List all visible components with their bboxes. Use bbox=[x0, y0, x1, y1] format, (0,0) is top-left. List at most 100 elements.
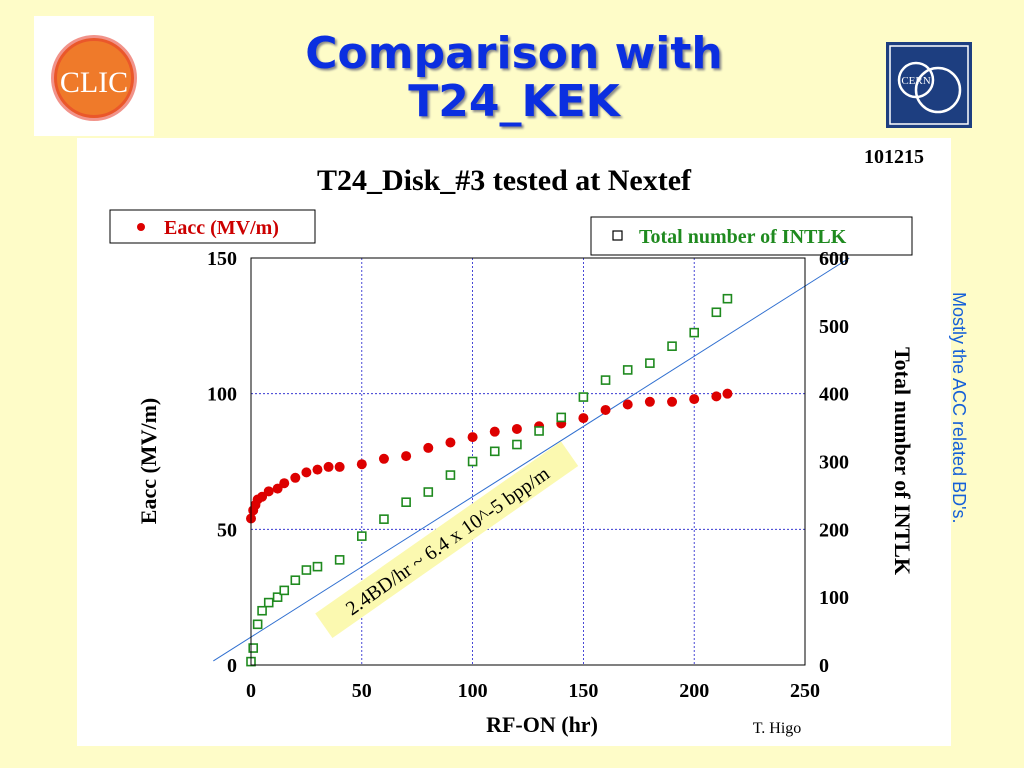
intlk-point bbox=[645, 358, 655, 368]
intlk-point bbox=[272, 592, 283, 602]
x-tick-label: 0 bbox=[246, 680, 256, 702]
clic-logo-text: CLIC bbox=[60, 66, 128, 99]
eacc-point bbox=[290, 472, 301, 483]
title-line-1: Comparison with bbox=[305, 28, 723, 79]
intlk-point bbox=[467, 456, 478, 467]
intlk-point bbox=[301, 565, 312, 575]
intlk-point bbox=[257, 605, 267, 616]
eacc-point bbox=[423, 442, 434, 453]
y-tick-label-left: 50 bbox=[217, 519, 237, 541]
legend-intlk: Total number of INTLK bbox=[590, 216, 913, 256]
legend-eacc-marker bbox=[137, 223, 145, 231]
eacc-point bbox=[722, 388, 733, 399]
intlk-point bbox=[711, 307, 722, 318]
intlk-point bbox=[578, 392, 589, 402]
eacc-point bbox=[334, 461, 345, 472]
eacc-point bbox=[711, 391, 722, 402]
y-axis-label-left: Eacc (MV/m) bbox=[136, 398, 161, 524]
y-tick-label-right: 200 bbox=[819, 519, 849, 541]
y-tick-label-right: 100 bbox=[819, 587, 849, 609]
eacc-point bbox=[445, 437, 456, 448]
eacc-point bbox=[257, 491, 268, 502]
intlk-point bbox=[689, 327, 700, 338]
fit-annotation-text: 2.4BD/hr ~ 6.4 x 10^-5 bpp/m bbox=[342, 462, 554, 620]
y-tick-label-left: 100 bbox=[207, 384, 237, 406]
tick-labels: 0 50 100 150 200 250 0 50 100 150 0 100 200 300 400 500… bbox=[207, 248, 849, 702]
eacc-point bbox=[401, 451, 412, 462]
y-tick-label-left: 0 bbox=[227, 655, 237, 677]
eacc-point bbox=[272, 483, 283, 494]
eacc-point bbox=[279, 478, 290, 489]
legend-intlk-marker bbox=[612, 230, 623, 241]
eacc-point bbox=[667, 396, 678, 407]
x-tick-label: 100 bbox=[458, 680, 488, 702]
chart: 101215 T24_Disk_#3 tested at Nextef Eacc… bbox=[109, 146, 924, 737]
eacc-point bbox=[312, 464, 323, 475]
fit-line-path bbox=[213, 257, 850, 662]
plot-frame bbox=[250, 257, 806, 666]
y-axis-label-right: Total number of INTLK bbox=[890, 347, 915, 575]
y-tick-label-right: 0 bbox=[819, 655, 829, 677]
x-tick-label: 250 bbox=[790, 680, 820, 702]
eacc-point bbox=[263, 486, 274, 497]
intlk-point bbox=[334, 555, 345, 565]
intlk-point bbox=[248, 643, 259, 653]
eacc-series bbox=[246, 388, 733, 524]
intlk-point bbox=[667, 341, 677, 351]
y-tick-label-right: 400 bbox=[819, 384, 849, 406]
intlk-point bbox=[423, 487, 434, 497]
intlk-point bbox=[722, 293, 733, 304]
clic-logo-circle bbox=[54, 38, 134, 118]
intlk-point bbox=[534, 426, 544, 436]
x-axis-label: RF-ON (hr) bbox=[486, 712, 598, 737]
x-tick-label: 200 bbox=[679, 680, 709, 702]
x-tick-label: 150 bbox=[568, 680, 598, 702]
eacc-point bbox=[378, 453, 389, 464]
legend-intlk-label: Total number of INTLK bbox=[639, 226, 847, 248]
eacc-point bbox=[644, 396, 655, 407]
eacc-point bbox=[467, 432, 478, 443]
intlk-point bbox=[356, 531, 367, 541]
intlk-point bbox=[290, 575, 301, 586]
fit-line bbox=[213, 257, 850, 662]
chart-panel: 101215 T24_Disk_#3 tested at Nextef Eacc… bbox=[77, 138, 951, 746]
intlk-point bbox=[622, 365, 633, 375]
eacc-point bbox=[689, 394, 700, 405]
side-note: Mostly the ACC related BD's. bbox=[949, 292, 969, 524]
x-tick-label: 50 bbox=[352, 680, 372, 702]
eacc-point bbox=[356, 459, 367, 470]
intlk-point bbox=[445, 470, 456, 480]
intlk-point bbox=[252, 619, 263, 630]
intlk-point bbox=[512, 439, 522, 450]
intlk-point bbox=[489, 446, 500, 457]
legend-eacc-label: Eacc (MV/m) bbox=[164, 217, 279, 239]
cern-logo: CERN bbox=[886, 42, 972, 128]
eacc-point bbox=[578, 413, 589, 424]
eacc-point bbox=[511, 423, 522, 434]
credit-label: T. Higo bbox=[753, 720, 802, 737]
y-tick-label-right: 600 bbox=[819, 248, 849, 270]
chart-id-label: 101215 bbox=[864, 146, 924, 168]
intlk-point bbox=[312, 561, 323, 572]
intlk-point bbox=[401, 497, 411, 508]
intlk-point bbox=[600, 375, 611, 385]
title-line-2: T24_KEK bbox=[408, 76, 620, 127]
intlk-point bbox=[556, 412, 567, 423]
intlk-point bbox=[379, 514, 389, 524]
cern-logo-text: CERN bbox=[901, 75, 930, 87]
clic-logo: CLIC bbox=[34, 16, 154, 136]
legend-eacc: Eacc (MV/m) bbox=[109, 209, 316, 244]
y-tick-label-right: 500 bbox=[819, 316, 849, 338]
intlk-point bbox=[263, 597, 274, 608]
y-tick-label-left: 150 bbox=[207, 248, 237, 270]
intlk-series bbox=[246, 293, 733, 667]
eacc-point bbox=[323, 461, 334, 472]
page-title: Comparison with T24_KEK bbox=[214, 30, 814, 126]
chart-title: T24_Disk_#3 tested at Nextef bbox=[317, 164, 692, 197]
eacc-point bbox=[301, 467, 312, 478]
y-tick-label-right: 300 bbox=[819, 452, 849, 474]
eacc-point bbox=[600, 404, 611, 415]
intlk-point bbox=[279, 585, 290, 596]
eacc-point bbox=[622, 399, 633, 410]
eacc-point bbox=[489, 426, 500, 437]
